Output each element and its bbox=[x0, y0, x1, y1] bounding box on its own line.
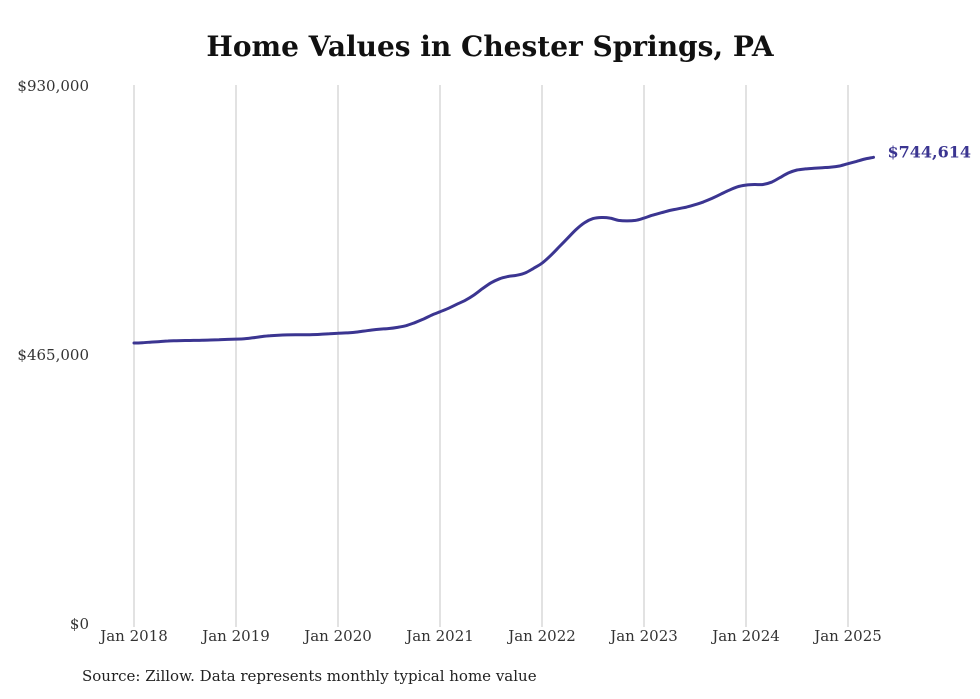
y-tick-label: $930,000 bbox=[17, 77, 89, 95]
x-axis: Jan 2018 Jan 2019 Jan 2020 Jan 2021 Jan 2022… bbox=[98, 627, 882, 645]
series: $744,614 bbox=[132, 142, 972, 345]
x-tick-label: Jan 2024 bbox=[710, 627, 780, 645]
x-tick-label: Jan 2023 bbox=[608, 627, 678, 645]
x-tick-label: Jan 2020 bbox=[302, 627, 372, 645]
y-axis: $930,000 $465,000 $0 bbox=[17, 77, 89, 633]
source-note: Source: Zillow. Data represents monthly … bbox=[82, 667, 537, 685]
chart-title: Home Values in Chester Springs, PA bbox=[206, 30, 774, 63]
gridlines bbox=[133, 85, 849, 627]
x-tick-label: Jan 2021 bbox=[404, 627, 474, 645]
end-value-label: $744,614 bbox=[888, 142, 972, 161]
y-tick-label: $0 bbox=[70, 615, 89, 633]
y-tick-label: $465,000 bbox=[17, 346, 89, 364]
x-tick-label: Jan 2022 bbox=[506, 627, 576, 645]
x-tick-label: Jan 2025 bbox=[812, 627, 882, 645]
x-tick-label: Jan 2018 bbox=[98, 627, 168, 645]
x-tick-label: Jan 2019 bbox=[200, 627, 270, 645]
series-line bbox=[132, 155, 875, 345]
